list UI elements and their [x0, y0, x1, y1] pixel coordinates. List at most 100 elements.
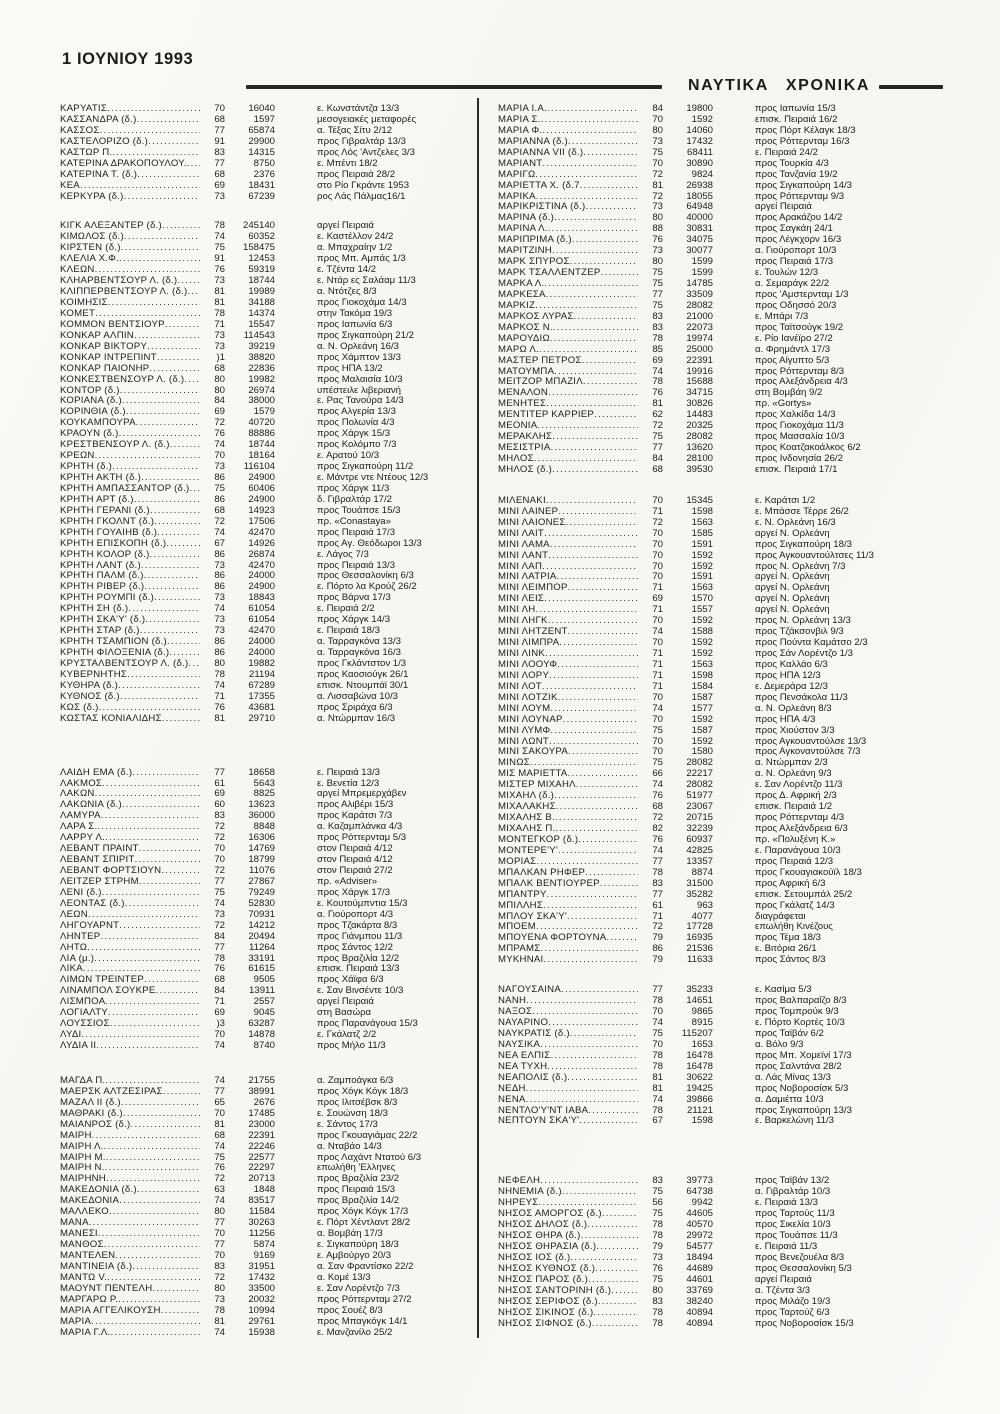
- ship-name: ΜΑΡΙΑ Σ.: [498, 114, 541, 125]
- ship-row: ΜΑΤΟΥΜΠΑ 74 19916 προς Ρόττερνταμ 8/3: [498, 366, 900, 378]
- ship-name-leader: ΜΑΡΙΑ Γ.Λ.: [60, 1328, 200, 1339]
- ship-name: ΜΕΪΤΖΟΡ ΜΠΑΖΙΛ: [498, 377, 583, 388]
- ship-row: ΚΑΡΥΑΤΙΣ 70 16040 ε. Κωνστάντζα 13/3: [60, 103, 462, 115]
- ship-row: ΜΕΟΝΙΑ 72 20325 προς Γιοκοχάμα 11/3: [498, 420, 900, 432]
- ship-row: ΚΡΗΤΗ ΑΜΠΑΣΣΑΝΤΟΡ (δ.) 75 60406 προς Χάρ…: [60, 483, 462, 495]
- ship-row: ΚΟΝΚΕΣΤΒΕΝΣΟΥΡ Λ. (δ.) 80 19982 προς Μαλ…: [60, 374, 462, 386]
- ship-year: 73: [214, 1293, 225, 1305]
- ship-year: 77: [214, 1239, 225, 1250]
- ship-row: ΚΟΙΜΗΣΙΣ 81 34188 προς Γιοκοχάμα 14/3: [60, 297, 462, 309]
- ship-name-leader: ΜΙΝΙ ΛΟΤΖΙΚ: [498, 693, 638, 704]
- ship-row: ΜΙΝΙ ΛΑΜΑ 70 1591 προς Σιγκαπούρη 18/3: [498, 539, 900, 551]
- ship-tonnage: 1599: [691, 267, 713, 279]
- ship-status-note: αργεί Μπρεμερχάβεν: [317, 789, 407, 800]
- dot-leader: [145, 615, 200, 626]
- ship-name-leader: ΝΕΦΕΛΗ: [498, 1176, 638, 1187]
- ship-status-note: α. Ντότζες 8/3: [317, 287, 377, 298]
- ship-name: ΚΡΗΤΗ ΦΙΛΟΞΕΝΙΑ (δ.): [60, 648, 170, 658]
- magazine-title: ΝΑΥΤΙΚΑ ΧΡΟΝΙΚΑ: [688, 77, 870, 94]
- dot-leader: [536, 922, 638, 933]
- ship-tonnage: 22577: [248, 1151, 275, 1163]
- ship-name: ΜΑΙΡΗΝΗ: [60, 1174, 106, 1185]
- ship-row: ΜΙΝΙ ΛΟΟΥΦ 71 1563 προς Καλλάο 6/3: [498, 659, 900, 671]
- ship-row: ΜΑΝΕΣΙ 70 11256 α. Βομβάη 17/3: [60, 1228, 462, 1240]
- ship-tonnage: 59319: [248, 264, 275, 276]
- ship-year: 85: [652, 343, 663, 355]
- ship-status-note: ε. Ντάρ ες Σαλάαμ 11/3: [317, 276, 416, 287]
- ship-name-leader: ΚΛΕΛΙΑ Χ.Φ.: [60, 254, 200, 265]
- ship-name: ΚΡΗΤΗ ΡΟΥΜΠΙ (δ.): [60, 593, 155, 604]
- ship-row: ΚΑΣΣΟΣ 77 65874 α. Τέξας Σίτυ 2/12: [60, 125, 462, 137]
- ship-status-note: ε. Σαν Λορέντζο 11/3: [755, 780, 843, 791]
- ship-status-note: προς Σάν Λορέντζο 1/3: [755, 649, 853, 659]
- ship-row: ΛΑΚΩΝΙΑ (δ.) 60 13623 προς Αλιβέρι 15/3: [60, 799, 462, 811]
- ship-row: ΚΡΗΤΗ ΡΙΒΕΡ (δ.) 86 24900 ε. Πόρτο λα Κρ…: [60, 581, 462, 593]
- ship-row: ΚΟΜΜΟΝ ΒΕΝΤΣΙΟΥΡ 71 15547 προς Ιαπωνία 6…: [60, 319, 462, 331]
- ship-year: 73: [214, 625, 225, 637]
- ship-row: ΝΗΡΕΥΣ 56 9942 ε. Πειραιά 13/3: [498, 1197, 900, 1209]
- ship-year: 71: [652, 648, 663, 659]
- ship-status-note: προς Μπαγκόγκ 14/1: [317, 1316, 408, 1327]
- ship-name-leader: ΜΙΝΙ ΛΑΤΡΙΑ: [498, 572, 638, 583]
- ship-name: ΛΑΜΥΡΑ: [60, 811, 101, 822]
- dot-leader: [95, 789, 200, 800]
- ship-row: ΜΑΡΙΝΑ Λ. 88 30831 προς Σαγκάη 24/1: [498, 223, 900, 235]
- ship-name: ΚΑΤΕΡΙΝΑ Τ. (δ.): [60, 169, 138, 180]
- dot-leader: [544, 279, 638, 290]
- ship-year: 66: [652, 768, 663, 780]
- ship-name-leader: ΜΙΝΙ ΛΑΪΝΕΡ: [498, 507, 638, 518]
- ship-name: ΚΥΒΕΡΝΗΤΗΣ: [60, 669, 128, 680]
- ship-name-leader: ΝΗΣΟΣ ΑΜΟΡΓΟΣ (δ.): [498, 1209, 638, 1220]
- ship-name: ΜΑΡΙΑ Ι.Α.: [498, 104, 547, 114]
- ship-row: ΛΕΟΝΤΑΣ (δ.) 74 52830 ε. Κουτούμπντια 15…: [60, 898, 462, 910]
- ship-year: 72: [214, 821, 225, 833]
- ship-row: ΚΙΓΚ ΑΛΕΞΑΝΤΕΡ (δ.) 78 245140 αργεί Πειρ…: [60, 220, 462, 232]
- ship-tonnage: 245140: [242, 220, 275, 232]
- ship-tonnage: 51977: [686, 790, 713, 802]
- ship-year: 75: [214, 886, 225, 898]
- dot-leader: [549, 671, 638, 682]
- ship-status-note: ε. Τζέντα 14/2: [317, 265, 377, 276]
- ship-name-leader: ΚΩΣ (δ.): [60, 703, 200, 714]
- ship-year: 74: [214, 1195, 225, 1207]
- ship-tonnage: 18055: [686, 190, 713, 202]
- ship-status-note: ε. Δεμεράρα 12/3: [755, 681, 828, 692]
- ship-tonnage: 17432: [686, 135, 713, 147]
- ship-year: 78: [214, 668, 225, 680]
- dot-leader: [553, 323, 638, 334]
- ship-name-leader: ΛΙΝΑΜΠΟΛ ΣΟΥΚΡΕ: [60, 986, 200, 997]
- ship-name: ΚΙΡΣΤΕΝ (δ.): [60, 243, 121, 254]
- ship-name: ΝΕΦΕΛΗ: [498, 1176, 541, 1187]
- ship-status-note: ε. Σαν Λορέντζο 7/3: [317, 1283, 400, 1294]
- ship-name: ΜΑΚΕΔΟΝΙΑ (δ.): [60, 1185, 137, 1196]
- ship-row: ΜΙΝΙ ΛΗΓΚ 70 1592 προς Ν. Ορλεάνη 13/3: [498, 615, 900, 627]
- ship-tonnage: 61615: [248, 963, 275, 975]
- dot-leader: [110, 1019, 200, 1030]
- ship-row: ΝΑΓΟΥΣΑΙΝΑ 77 35233 ε. Κασίμα 5/3: [498, 984, 900, 996]
- ship-name-leader: ΝΕΑ ΕΛΠΙΣ: [498, 1051, 638, 1062]
- dot-leader: [535, 605, 638, 616]
- ship-status-note: προς Ρόττερνταμ 27/2: [317, 1294, 412, 1305]
- ship-name-leader: ΚΡΗΤΗ ΤΣΑΜΠΙΟΝ (δ.): [60, 637, 200, 648]
- dot-leader: [187, 159, 200, 170]
- ship-row: ΜΑΛΛΕΚΟ 80 11584 προς Χόγκ Κόγκ 17/3: [60, 1206, 462, 1218]
- ship-row: ΜΙΝΙ ΛΙΝΚ 71 1592 προς Σάν Λορέντζο 1/3: [498, 648, 900, 660]
- ship-status-note: πρ. «Πολυξένη Κ.»: [755, 834, 836, 845]
- ship-row: ΜΑΡΓΑΡΩ Ρ. 73 20032 προς Ρόττερνταμ 27/2: [60, 1293, 462, 1306]
- ship-year: 77: [214, 875, 225, 887]
- ship-tonnage: 40720: [248, 417, 275, 429]
- ship-year: 70: [652, 713, 663, 725]
- ship-row: ΚΛΙΠΠΕΡΒΕΝΤΣΟΥΡ Λ. (δ.) 81 19989 α. Ντότ…: [60, 286, 462, 298]
- ship-tonnage: 2676: [253, 1096, 275, 1108]
- ship-tonnage: 1598: [691, 1115, 713, 1127]
- dot-leader: [544, 529, 638, 540]
- ship-year: 72: [652, 812, 663, 824]
- ship-year: 73: [214, 559, 225, 571]
- dot-leader: [583, 377, 638, 388]
- ship-row: ΜΙΝΙ ΛΑΪΤ 70 1585 αργεί Ν. Ορλεάνη: [498, 528, 900, 540]
- dot-leader: [535, 170, 638, 181]
- ship-name: ΜΙΝΙ ΛΕΪΜΠΟΡ: [498, 583, 568, 594]
- ship-name-leader: ΜΙΝΙ ΣΑΚΟΥΡΑ: [498, 747, 638, 758]
- ship-row: ΜΙΝΙ ΛΕΪΣ 69 1570 αργεί Ν. Ορλεάνη: [498, 593, 900, 605]
- ship-name-leader: ΜΕΪΤΖΟΡ ΜΠΑΖΙΛ: [498, 377, 638, 388]
